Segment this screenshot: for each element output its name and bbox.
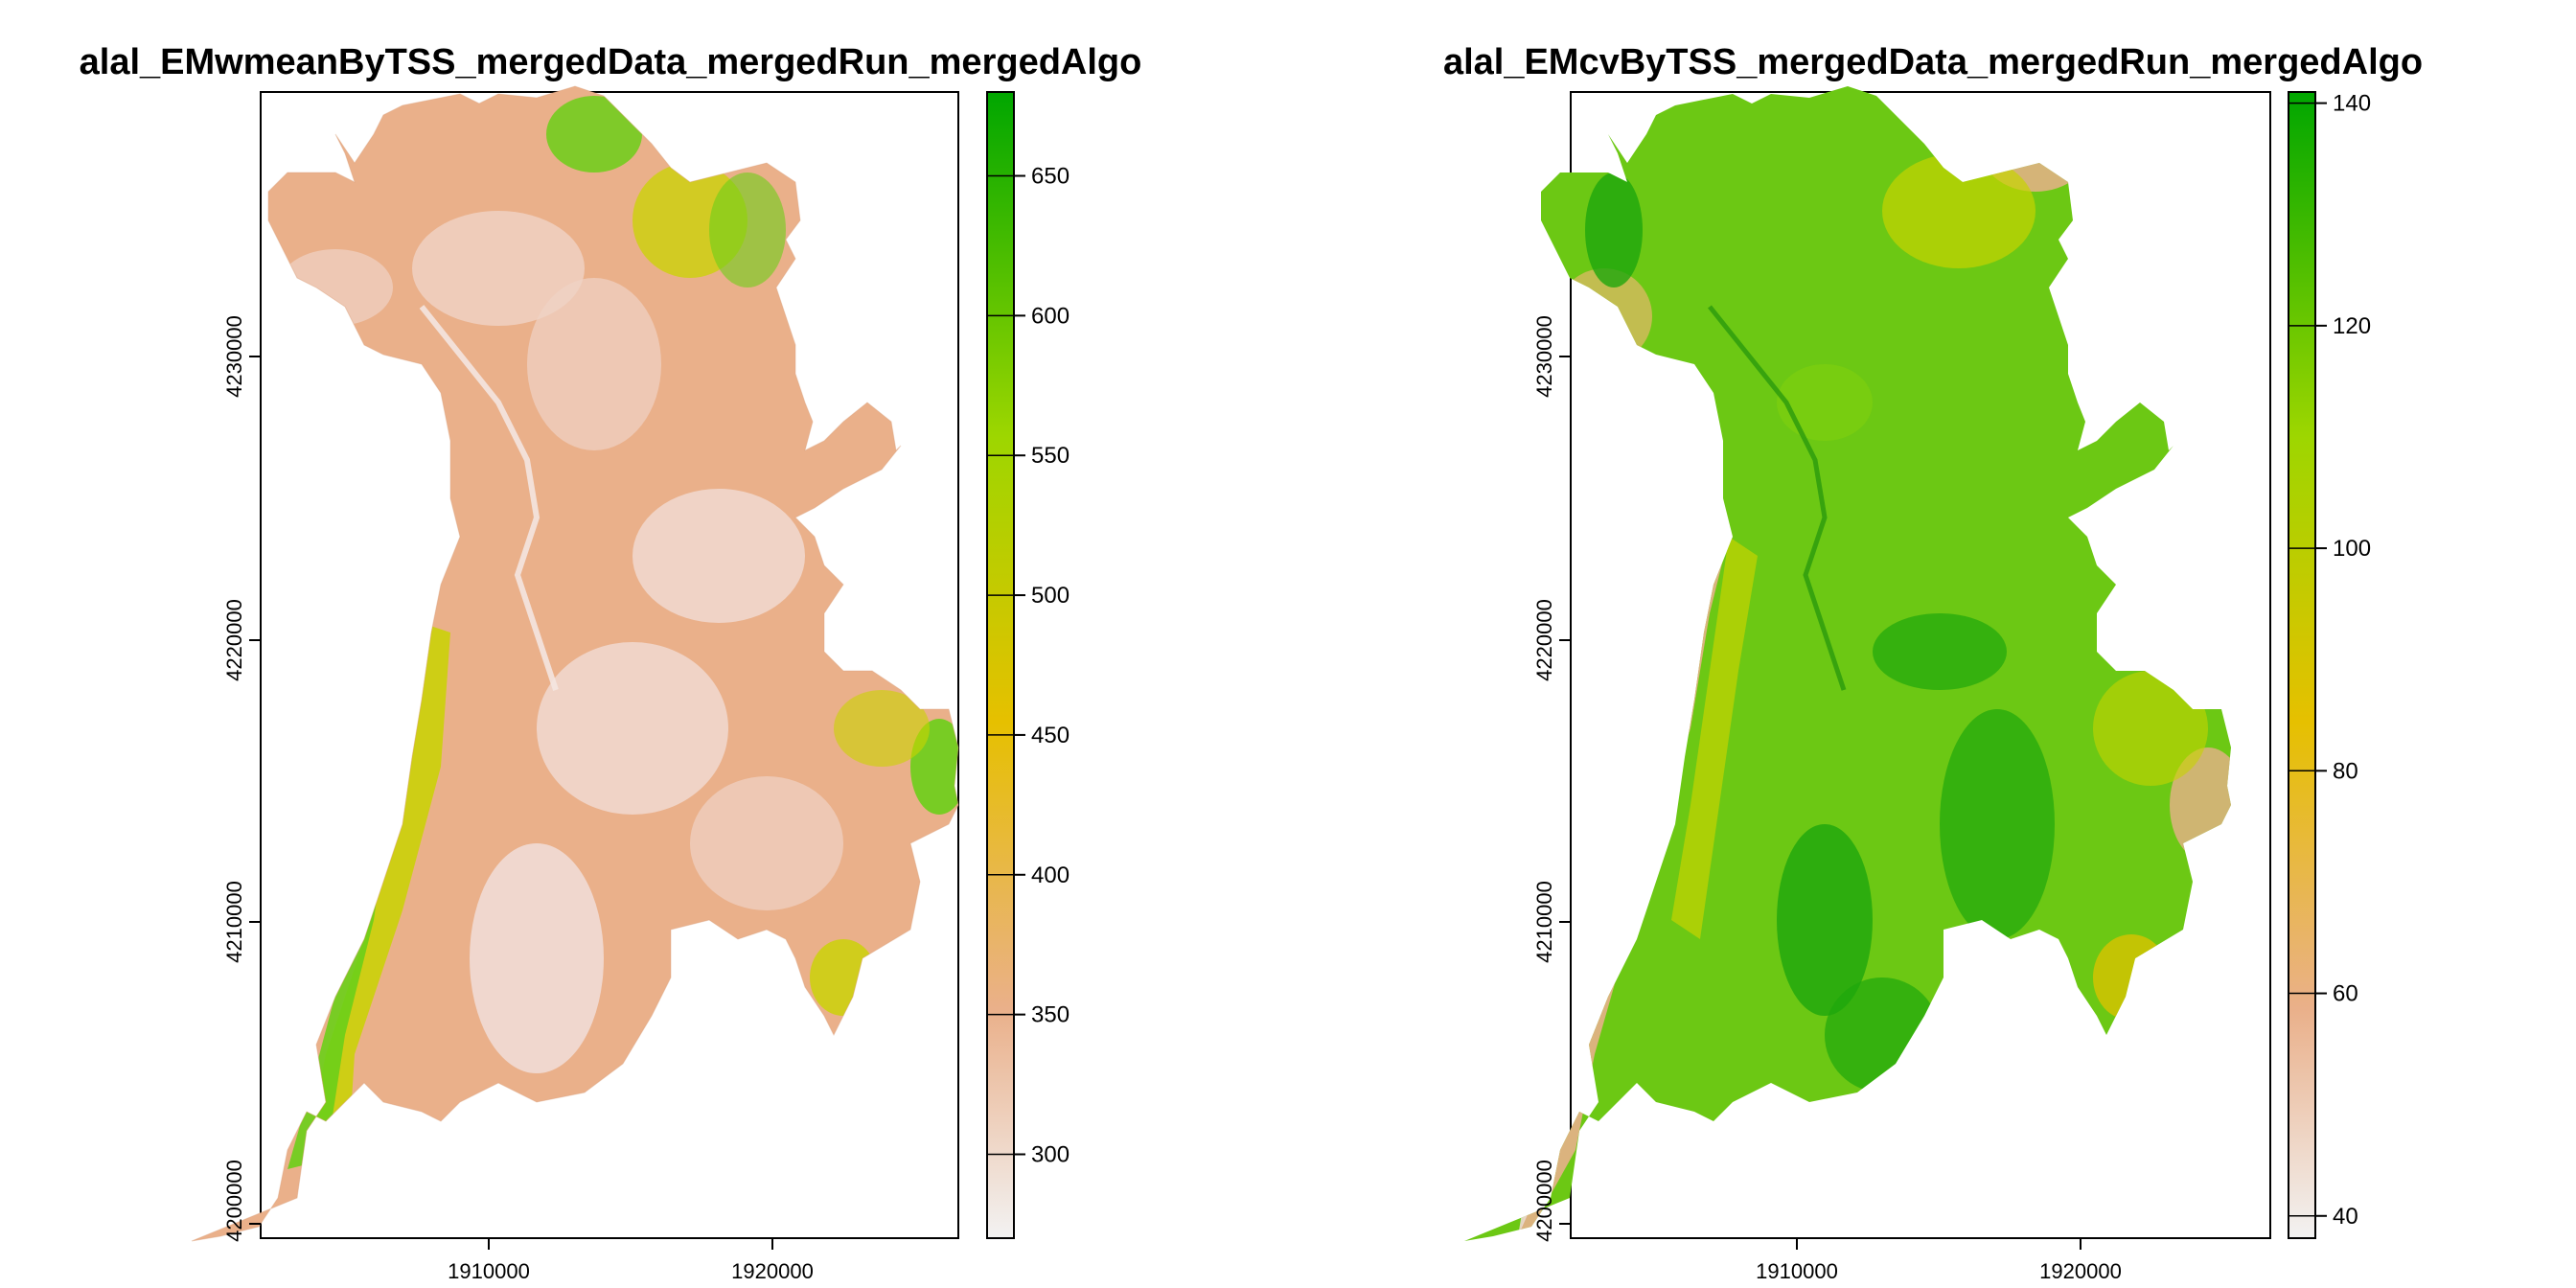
legend-colorbar — [986, 91, 1015, 1239]
y-tick-label: 4210000 — [222, 881, 246, 963]
map-figure-cv: alal_EMcvByTSS_mergedData_mergedRun_merg… — [1443, 42, 2423, 1283]
legend-tick-label: 40 — [2333, 1204, 2358, 1230]
legend-tick-label: 140 — [2333, 91, 2371, 117]
x-axis: 1910000 1920000 — [1756, 1238, 2122, 1283]
map-figure-wmean: alal_EMwmeanByTSS_mergedData_mergedRun_m… — [80, 42, 1142, 1283]
legend-tick-label: 400 — [1031, 862, 1070, 888]
legend-tick-label: 120 — [2333, 313, 2371, 339]
plot-frame — [1570, 91, 2271, 1239]
x-tick-label: 1910000 — [448, 1259, 530, 1283]
legend-tick-label: 100 — [2333, 536, 2371, 562]
y-tick-label: 4210000 — [1532, 881, 1556, 963]
legend-tick-label: 500 — [1031, 583, 1070, 609]
legend-tick-label: 550 — [1031, 443, 1070, 469]
legend-tick-label: 300 — [1031, 1141, 1070, 1167]
map-panel-cv: alal_EMcvByTSS_mergedData_mergedRun_merg… — [1288, 0, 2576, 1288]
y-tick-label: 4220000 — [1532, 599, 1556, 681]
map-title: alal_EMcvByTSS_mergedData_mergedRun_merg… — [1443, 42, 2423, 82]
legend-tick-label: 600 — [1031, 303, 1070, 329]
y-axis: 4200000 4210000 4220000 4230000 — [222, 315, 261, 1242]
y-tick-label: 4230000 — [1532, 315, 1556, 398]
y-axis: 4200000 4210000 4220000 4230000 — [1532, 315, 1571, 1242]
legend-tick-label: 350 — [1031, 1002, 1070, 1028]
raster-map — [1464, 86, 2231, 1241]
legend-colorbar — [2288, 91, 2316, 1239]
y-tick-label: 4200000 — [222, 1160, 246, 1242]
legend-tick-label: 80 — [2333, 758, 2358, 784]
legend-tick-label: 450 — [1031, 723, 1070, 748]
plot-frame — [260, 91, 959, 1239]
x-tick-label: 1920000 — [731, 1259, 814, 1283]
x-tick-label: 1910000 — [1756, 1259, 1838, 1283]
color-legend: 300 350 400 450 500 550 600 650 — [986, 91, 1070, 1239]
y-tick-label: 4230000 — [222, 315, 246, 398]
x-axis: 1910000 1920000 — [448, 1238, 814, 1283]
y-tick-label: 4200000 — [1532, 1160, 1556, 1242]
map-title: alal_EMwmeanByTSS_mergedData_mergedRun_m… — [80, 42, 1142, 82]
color-legend: 40 60 80 100 120 140 — [2288, 91, 2371, 1239]
legend-tick-label: 650 — [1031, 164, 1070, 190]
legend-tick-label: 60 — [2333, 981, 2358, 1007]
map-panel-wmean: alal_EMwmeanByTSS_mergedData_mergedRun_m… — [80, 42, 1142, 1283]
x-tick-label: 1920000 — [2039, 1259, 2122, 1283]
y-tick-label: 4220000 — [222, 599, 246, 681]
